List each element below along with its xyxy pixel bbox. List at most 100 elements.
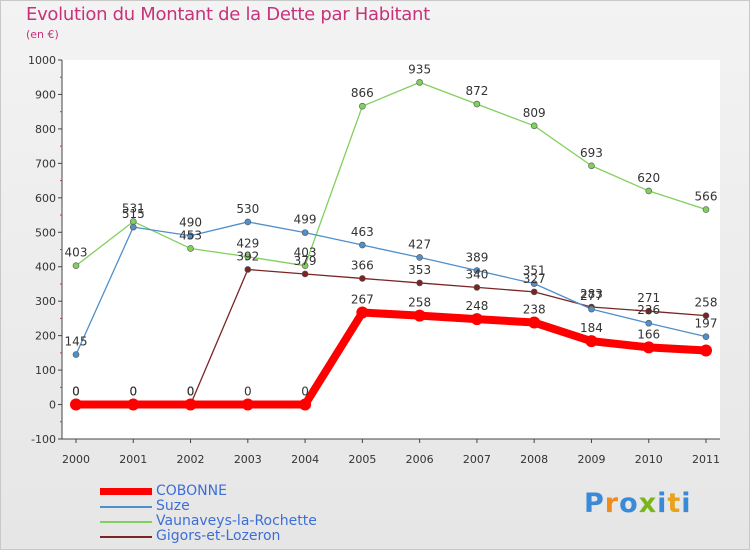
logo-letter: i [657,488,668,519]
data-label: 0 [187,385,195,399]
x-tick-label: 2000 [62,453,90,466]
x-tick-label: 2004 [291,453,319,466]
logo-letter: r [604,488,620,519]
data-label: 184 [580,321,603,335]
data-point [244,218,252,226]
data-label: 530 [236,202,259,216]
series-line-cobonne [72,308,710,409]
data-point [588,305,595,313]
x-tick-label: 2007 [463,453,491,466]
data-point [470,313,483,326]
y-tick-label: -100 [31,433,56,446]
data-label: 809 [523,106,546,120]
data-label: 258 [408,296,431,310]
data-point [301,270,309,278]
data-label: 248 [465,299,488,313]
x-tick-label: 2001 [119,453,147,466]
legend-item: Gigors-et-Lozeron [100,529,317,544]
data-label: 453 [179,228,202,242]
data-point [356,306,369,319]
plot-area [62,60,720,439]
y-tick-label: 700 [35,157,56,170]
data-label: 353 [408,263,431,277]
x-tick-label: 2003 [234,453,262,466]
x-tick-label: 2008 [520,453,548,466]
data-label: 693 [580,146,603,160]
x-tick-label: 2009 [577,453,605,466]
data-point [645,307,653,315]
y-tick-label: 500 [35,226,56,239]
data-label: 403 [65,246,88,260]
data-point [702,312,710,319]
data-label: 145 [65,335,88,349]
data-label: 463 [351,225,374,239]
data-label: 277 [580,289,603,303]
data-point [241,398,254,411]
x-tick-label: 2006 [406,453,434,466]
y-tick-label: 100 [35,364,56,377]
data-point [416,79,423,86]
legend-swatch [100,535,152,538]
x-tick-label: 2011 [692,453,720,466]
logo-letter: x [638,488,658,519]
data-label: 238 [523,303,546,317]
data-point [301,229,309,236]
data-label: 0 [244,385,252,399]
data-label: 340 [465,267,488,281]
data-point [642,341,655,354]
x-tick-label: 2005 [348,453,376,466]
data-label: 379 [294,254,317,268]
data-point [359,102,366,110]
legend-label: Suze [156,498,190,514]
data-point [72,351,80,358]
data-label: 0 [72,385,80,399]
data-label: 490 [179,216,202,230]
data-point [473,267,481,274]
proxiti-logo: Proxiti [584,488,692,519]
data-label: 866 [351,86,374,100]
data-point [416,254,423,261]
data-label: 403 [294,246,317,260]
y-tick-label: 400 [35,261,56,274]
legend-item: COBONNE [100,484,317,499]
data-point [530,280,538,287]
data-label: 531 [122,202,145,216]
data-point [187,232,194,240]
data-point [184,398,197,411]
y-tick-label: 300 [35,295,56,308]
logo-letter: P [584,488,605,519]
data-point [645,319,653,327]
data-label: 429 [236,237,259,251]
legend-label: Vaunaveys-la-Rochette [156,513,317,529]
data-label: 258 [695,296,718,310]
data-point [416,279,423,287]
legend-label: COBONNE [156,483,227,499]
data-label: 327 [523,272,546,286]
data-label: 389 [465,251,488,265]
logo-letter: o [619,488,639,519]
data-point [530,122,538,130]
data-point [528,316,541,329]
data-point [359,241,366,249]
data-label: 166 [637,327,660,341]
data-label: 566 [695,190,718,204]
data-label: 351 [523,264,546,278]
legend-swatch [100,520,152,523]
data-label: 499 [294,213,317,227]
data-label: 0 [72,385,80,399]
data-point [187,245,194,252]
data-point [127,398,140,411]
legend-swatch [100,505,152,508]
data-label: 620 [637,171,660,185]
y-tick-label: 200 [35,330,56,343]
data-label: 366 [351,258,374,272]
legend: COBONNE Suze Vaunaveys-la-Rochette Gigors-e… [100,484,317,544]
data-point [244,266,252,273]
data-point [700,344,712,357]
data-point [530,288,538,296]
logo-letter: i [681,488,692,519]
data-label: 236 [637,303,660,317]
data-point [301,262,309,269]
legend-item: Vaunaveys-la-Rochette [100,514,317,529]
